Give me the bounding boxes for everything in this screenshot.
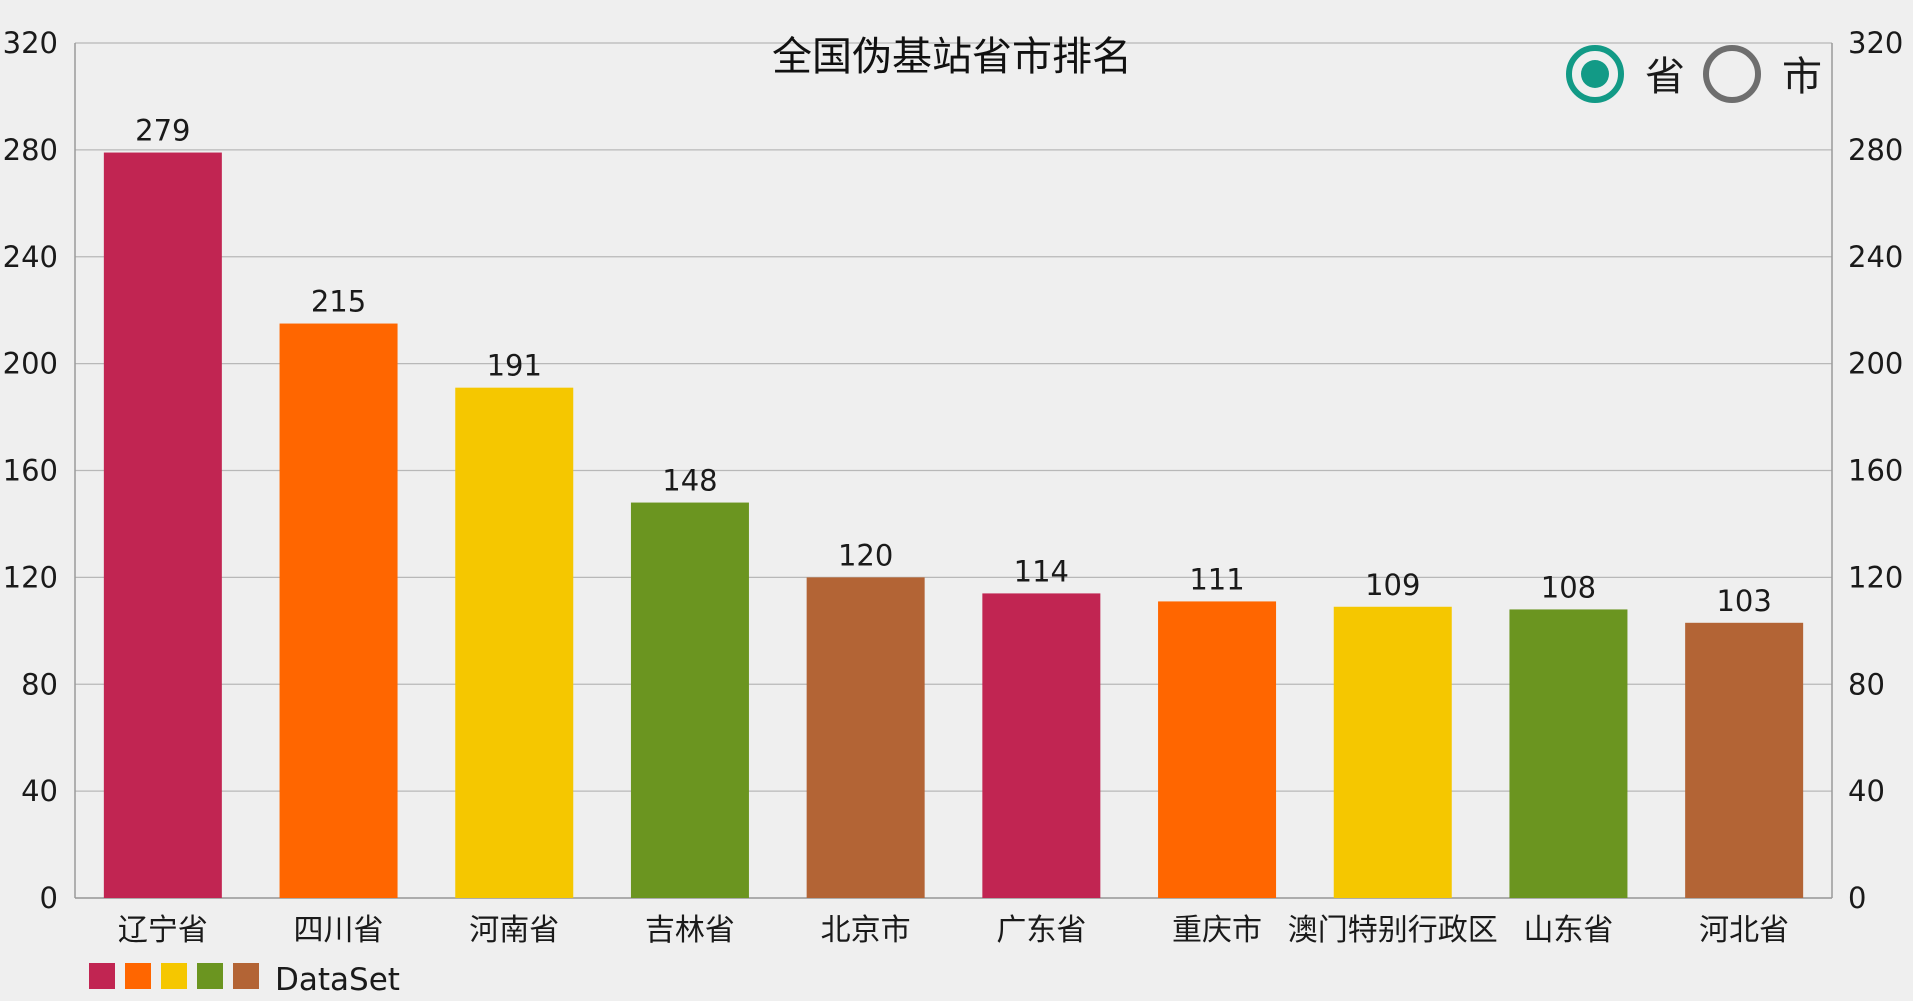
x-category-label: 吉林省 — [645, 913, 735, 948]
bar-value-label: 114 — [1014, 554, 1069, 588]
y-tick-label-right: 160 — [1848, 454, 1903, 488]
bar — [806, 577, 925, 898]
city-radio-ring[interactable] — [1703, 45, 1761, 103]
bar-layer — [103, 152, 1804, 898]
bar — [982, 593, 1101, 898]
bar-value-label: 215 — [311, 285, 366, 319]
bar — [1158, 601, 1277, 898]
legend-swatch — [89, 963, 115, 989]
bar-value-label: 191 — [487, 349, 542, 383]
legend-swatch — [125, 963, 151, 989]
y-tick-label-left: 320 — [3, 26, 58, 60]
province-radio[interactable]: 省 — [1566, 45, 1685, 103]
legend-series-name: DataSet — [275, 962, 400, 998]
y-tick-label-left: 240 — [3, 240, 58, 274]
province-radio-label: 省 — [1645, 54, 1685, 100]
x-category-label: 澳门特别行政区 — [1288, 913, 1498, 948]
city-radio[interactable]: 市 — [1703, 45, 1822, 103]
x-category-label: 山东省 — [1523, 913, 1613, 948]
y-tick-label-left: 120 — [3, 560, 58, 594]
legend-swatch — [233, 963, 259, 989]
x-category-label: 广东省 — [996, 913, 1086, 948]
bar — [103, 152, 222, 898]
label-layer: 0 0 40 40 80 80 120 120 160 160 200 200 240 240 280 280… — [3, 26, 1904, 948]
y-tick-label-right: 320 — [1848, 26, 1903, 60]
province-radio-ring[interactable] — [1566, 45, 1624, 103]
x-category-label: 辽宁省 — [118, 913, 208, 948]
y-tick-label-left: 280 — [3, 133, 58, 167]
bar — [630, 502, 749, 898]
bar — [1685, 622, 1804, 898]
y-tick-label-right: 40 — [1848, 774, 1885, 808]
bar — [1509, 609, 1628, 898]
x-category-label: 重庆市 — [1172, 913, 1262, 948]
city-radio-label: 市 — [1782, 54, 1822, 100]
y-tick-label-left: 40 — [21, 774, 58, 808]
y-tick-label-right: 240 — [1848, 240, 1903, 274]
bar-value-label: 109 — [1365, 568, 1420, 602]
y-tick-label-left: 80 — [21, 667, 58, 701]
chart-title: 全国伪基站省市排名 — [772, 34, 1132, 80]
province-radio-dot — [1581, 60, 1609, 88]
legend — [89, 963, 259, 989]
x-category-label: 河北省 — [1699, 913, 1789, 948]
y-tick-label-right: 0 — [1848, 881, 1866, 915]
bar-value-label: 279 — [135, 114, 190, 148]
bar-value-label: 148 — [662, 464, 717, 498]
bar — [1333, 606, 1452, 898]
y-tick-label-left: 160 — [3, 454, 58, 488]
bar — [455, 387, 574, 898]
y-tick-label-right: 120 — [1848, 560, 1903, 594]
x-category-label: 河南省 — [469, 913, 559, 948]
bar-value-label: 120 — [838, 538, 893, 572]
bar-value-label: 111 — [1189, 562, 1244, 596]
y-tick-label-right: 280 — [1848, 133, 1903, 167]
x-category-label: 北京市 — [821, 913, 911, 948]
legend-swatch — [197, 963, 223, 989]
bar-value-label: 103 — [1716, 584, 1771, 618]
y-tick-label-left: 0 — [40, 881, 58, 915]
y-tick-label-left: 200 — [3, 347, 58, 381]
x-category-label: 四川省 — [294, 913, 384, 948]
legend-swatch — [161, 963, 187, 989]
bar — [279, 323, 398, 898]
y-tick-label-right: 80 — [1848, 667, 1885, 701]
y-tick-label-right: 200 — [1848, 347, 1903, 381]
bar-value-label: 108 — [1541, 570, 1596, 604]
